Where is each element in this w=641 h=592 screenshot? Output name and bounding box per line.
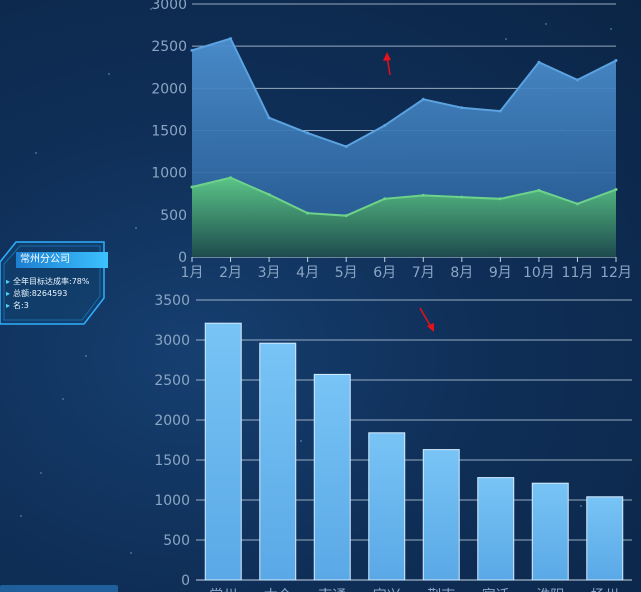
- data-point: [460, 106, 464, 110]
- x-tick-label: 荆南: [427, 588, 455, 592]
- x-tick-label: 9月: [489, 265, 512, 281]
- bar-6: [477, 477, 515, 581]
- y-tick-label: 3000: [151, 0, 187, 13]
- data-point: [267, 193, 271, 197]
- red-arrow-up-icon: [383, 52, 391, 76]
- bullet-icon: ▸: [6, 277, 11, 286]
- y-tick-label: 2500: [151, 39, 187, 55]
- bar-3: [313, 373, 351, 581]
- y-tick-label: 2000: [154, 413, 190, 429]
- x-tick-label: 3月: [258, 265, 281, 281]
- branch-bar-chart: 0 500 1000 1500 2000 2500 3000 3500 常州 太仓 南通 宜兴 荆南 宿…: [154, 293, 632, 592]
- company-card-title: 常州分公司: [16, 252, 108, 268]
- bar-7: [531, 482, 569, 581]
- x-tick-label: 常州: [209, 588, 237, 592]
- y-tick-label: 3000: [154, 333, 190, 349]
- x-tick-label: 10月: [523, 265, 555, 281]
- monthly-area-chart: 0 500 1000 1500 2000 2500 3000 1月 2月 3月 4月 5月 6月 7月 8…: [151, 0, 632, 281]
- card-line-target-rate: ▸ 全年目标达成率:78%: [6, 277, 90, 286]
- x-tick-label: 7月: [412, 265, 435, 281]
- y-tick-label: 1000: [154, 493, 190, 509]
- data-point: [498, 109, 502, 113]
- data-point: [421, 97, 425, 101]
- data-point: [190, 185, 194, 189]
- y-tick-label: 0: [178, 250, 187, 266]
- data-point: [306, 211, 310, 215]
- y-tick-label: 500: [163, 533, 190, 549]
- data-point: [190, 48, 194, 52]
- data-point: [229, 37, 233, 41]
- card-line-rank: ▸ 名:3: [6, 301, 29, 310]
- x-tick-label: 淮阴: [536, 588, 564, 592]
- data-point: [306, 131, 310, 135]
- x-tick-label: 11月: [562, 265, 594, 281]
- data-point: [344, 214, 348, 218]
- x-tick-label: 宿迁: [482, 587, 510, 592]
- y-tick-label: 2500: [154, 373, 190, 389]
- bar-2: [259, 342, 297, 581]
- data-point: [460, 195, 464, 199]
- bar-8: [586, 496, 624, 581]
- bar-4: [368, 432, 406, 581]
- y-tick-label: 0: [181, 573, 190, 589]
- bullet-icon: ▸: [6, 301, 11, 310]
- data-point: [575, 202, 579, 206]
- bar-1: [204, 322, 242, 581]
- data-point: [614, 188, 618, 192]
- data-point: [614, 59, 618, 63]
- y-tick-label: 500: [160, 208, 187, 224]
- data-point: [344, 145, 348, 149]
- x-tick-label: 4月: [296, 265, 319, 281]
- data-point: [498, 197, 502, 201]
- data-point: [383, 123, 387, 127]
- company-card-details: ▸ 全年目标达成率:78% ▸ 总额:8264593 ▸ 名:3: [6, 276, 90, 312]
- line-series-2: [191, 176, 617, 217]
- x-tick-label: 宜兴: [373, 588, 401, 592]
- x-tick-label: 扬州: [591, 588, 619, 592]
- x-tick-label: 6月: [373, 265, 396, 281]
- data-point: [267, 116, 271, 120]
- x-tick-label: 2月: [219, 265, 242, 281]
- x-tick-label: 12月: [600, 265, 632, 281]
- y-tick-label: 3500: [154, 293, 190, 309]
- red-arrow-down-icon: [419, 307, 434, 332]
- data-point: [421, 193, 425, 197]
- bullet-icon: ▸: [6, 289, 11, 298]
- x-tick-label: 太仓: [264, 588, 292, 592]
- data-point: [537, 188, 541, 192]
- x-tick-label: 南通: [318, 588, 346, 592]
- bottom-tab[interactable]: [0, 585, 118, 592]
- data-point: [229, 176, 233, 180]
- y-tick-label: 2000: [151, 81, 187, 97]
- bar-5: [422, 449, 460, 581]
- y-tick-label: 1500: [154, 453, 190, 469]
- data-point: [537, 60, 541, 64]
- x-tick-label: 5月: [335, 265, 358, 281]
- x-tick-label: 8月: [450, 265, 473, 281]
- y-tick-label: 1500: [151, 124, 187, 140]
- y-tick-label: 1000: [151, 166, 187, 182]
- data-point: [575, 78, 579, 82]
- x-tick-label: 1月: [181, 265, 204, 281]
- data-point: [383, 197, 387, 201]
- line-series-1: [191, 37, 617, 148]
- card-line-total: ▸ 总额:8264593: [6, 289, 68, 298]
